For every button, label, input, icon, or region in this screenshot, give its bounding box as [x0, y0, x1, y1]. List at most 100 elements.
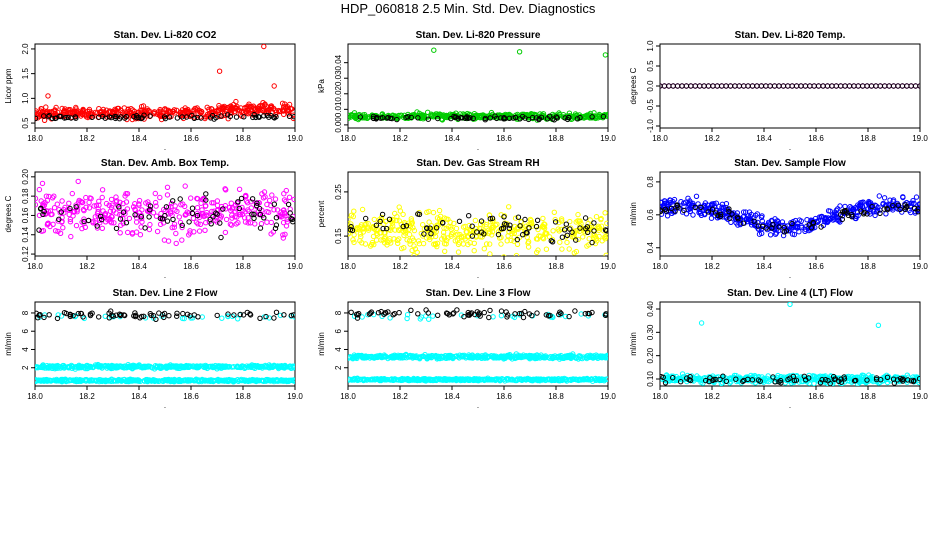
data-point — [468, 228, 475, 235]
data-point — [884, 206, 891, 213]
data-point — [152, 190, 159, 197]
data-point — [203, 203, 209, 209]
data-point — [908, 83, 914, 89]
data-point — [577, 376, 583, 382]
data-point — [232, 105, 238, 111]
series-reference — [348, 211, 608, 246]
data-point — [543, 312, 549, 318]
data-point — [371, 354, 377, 361]
data-point — [166, 313, 172, 319]
data-point — [235, 378, 242, 384]
data-point — [802, 228, 808, 235]
data-point — [78, 378, 84, 384]
data-point — [747, 216, 753, 222]
data-point — [174, 313, 180, 319]
data-point — [431, 353, 438, 359]
data-point — [670, 83, 676, 89]
data-point — [663, 205, 670, 211]
data-point — [546, 113, 553, 119]
data-point — [195, 196, 201, 202]
data-point — [243, 377, 249, 383]
x-tick-label: 18.8 — [860, 134, 876, 143]
data-point — [85, 364, 91, 370]
data-point — [383, 354, 389, 360]
x-axis-label: . — [477, 143, 479, 152]
data-point — [35, 378, 39, 384]
data-point — [490, 314, 496, 320]
data-point — [591, 220, 597, 226]
data-point — [351, 208, 357, 214]
data-point — [585, 229, 591, 236]
data-point — [802, 83, 809, 89]
data-point — [881, 195, 888, 201]
data-point — [552, 216, 558, 223]
data-point — [67, 377, 73, 383]
data-point — [157, 221, 164, 228]
data-point — [93, 202, 100, 209]
data-point — [586, 236, 592, 242]
series-reference — [348, 307, 608, 321]
data-point — [89, 114, 95, 121]
data-point — [163, 204, 170, 210]
data-point — [442, 248, 448, 255]
data-point — [561, 227, 568, 233]
data-point — [718, 213, 724, 220]
data-point — [40, 211, 46, 218]
data-point — [286, 194, 293, 201]
data-point — [471, 248, 477, 254]
x-tick-label: 19.0 — [600, 392, 616, 401]
data-point — [284, 219, 290, 225]
x-tick-label: 18.4 — [444, 262, 460, 271]
data-point — [593, 214, 600, 220]
x-tick-label: 19.0 — [912, 392, 928, 401]
y-tick-label: 0.5 — [646, 60, 655, 72]
y-tick-label: 0.01 — [334, 101, 343, 117]
data-point — [221, 364, 227, 370]
plot-points — [35, 308, 295, 385]
data-point — [895, 83, 901, 89]
data-point — [510, 228, 516, 235]
data-point — [749, 83, 756, 89]
x-tick-label: 18.0 — [340, 262, 356, 271]
data-point — [164, 192, 171, 198]
data-point — [576, 354, 583, 360]
y-tick-label: 0.20 — [646, 347, 655, 363]
data-point — [886, 83, 892, 89]
data-point — [348, 309, 354, 315]
data-point — [118, 312, 124, 318]
data-point — [754, 83, 760, 89]
data-point — [705, 83, 712, 89]
data-point — [899, 83, 906, 89]
data-point — [139, 219, 145, 225]
data-point — [566, 246, 572, 252]
data-point — [486, 314, 492, 321]
data-point — [838, 211, 844, 218]
data-point — [174, 208, 180, 215]
y-tick-label: 0.18 — [21, 188, 30, 204]
data-point — [483, 224, 489, 230]
data-point — [181, 315, 187, 322]
data-point — [674, 83, 681, 89]
data-point — [490, 355, 497, 361]
data-point — [789, 83, 795, 89]
y-tick-label: 0.0 — [646, 80, 655, 92]
data-point — [418, 376, 425, 383]
data-point — [138, 115, 144, 122]
data-point — [49, 115, 56, 122]
data-point — [37, 312, 43, 318]
data-point — [218, 234, 224, 241]
data-point — [236, 211, 243, 218]
figure-title: HDP_060818 2.5 Min. Std. Dev. Diagnostic… — [340, 1, 596, 16]
data-point — [438, 116, 445, 122]
data-point — [485, 354, 491, 360]
data-point — [481, 246, 487, 252]
data-point — [495, 231, 502, 238]
data-point — [569, 229, 575, 235]
data-point — [387, 236, 393, 242]
data-point — [727, 83, 734, 89]
data-point — [237, 311, 243, 318]
data-point — [589, 114, 595, 120]
x-tick-label: 18.0 — [27, 134, 43, 143]
data-point — [585, 376, 591, 382]
